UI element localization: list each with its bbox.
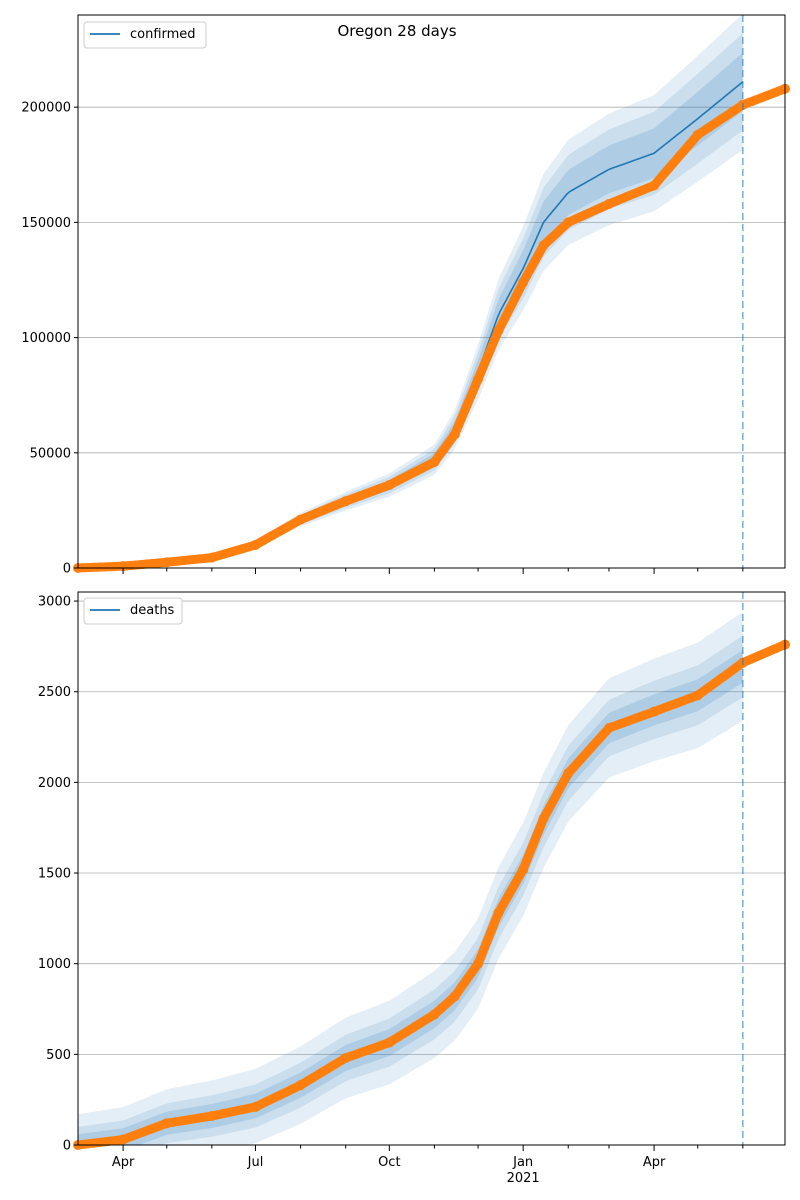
- y-tick-label: 100000: [21, 331, 71, 346]
- band-95: [78, 611, 743, 1145]
- observed-point: [603, 722, 614, 733]
- observed-point: [250, 1101, 261, 1112]
- y-tick-label: 3000: [38, 595, 71, 610]
- legend-label: confirmed: [130, 27, 196, 42]
- observed-point: [518, 864, 529, 875]
- observed-point: [493, 907, 504, 918]
- observed-point: [161, 1118, 172, 1129]
- y-tick-label: 200000: [21, 101, 71, 116]
- observed-point: [649, 706, 660, 717]
- x-tick-label: Apr: [643, 1155, 666, 1170]
- observed-point: [493, 325, 504, 336]
- legend-confirmed: confirmed: [83, 21, 207, 49]
- observed-point: [473, 958, 484, 969]
- y-tick-label: 1500: [38, 867, 71, 882]
- y-tick-label: 500: [46, 1048, 71, 1063]
- observed-point: [538, 813, 549, 824]
- legend-box: [83, 597, 183, 625]
- observed-point: [206, 552, 217, 563]
- observed-point: [206, 1110, 217, 1121]
- axes-frame: [77, 14, 786, 569]
- x-year-label: 2021: [507, 1171, 540, 1186]
- observed-point: [692, 690, 703, 701]
- observed-point: [563, 768, 574, 779]
- observed-point: [449, 429, 460, 440]
- legend-label: deaths: [130, 603, 175, 618]
- observed-point: [295, 1080, 306, 1091]
- x-tick-label: Apr: [112, 1155, 135, 1170]
- y-tick-label: 50000: [30, 446, 71, 461]
- observed-point: [429, 457, 440, 468]
- band-50: [78, 52, 743, 568]
- legend-box: [83, 21, 207, 49]
- observed-point: [473, 374, 484, 385]
- observed-point: [384, 480, 395, 491]
- y-tick-label: 0: [63, 1139, 71, 1154]
- band-80: [78, 33, 743, 568]
- observed-point: [384, 1037, 395, 1048]
- band-95: [78, 15, 743, 568]
- observed-point: [250, 539, 261, 550]
- x-tick-label: Jul: [247, 1155, 264, 1170]
- deaths-panel: 0 500 1000 1500 2000 2500 3000 Apr Jul Oct Jan2021…: [38, 591, 790, 1186]
- band-50: [78, 650, 743, 1145]
- y-tick-label: 0: [63, 562, 71, 577]
- observed-point: [518, 277, 529, 288]
- y-tick-label: 150000: [21, 216, 71, 231]
- y-tick-label: 2500: [38, 685, 71, 700]
- observed-point: [118, 561, 129, 572]
- observed-point: [340, 496, 351, 507]
- observed-point: [692, 129, 703, 140]
- observed-point: [563, 217, 574, 228]
- chart-title: Oregon 28 days: [337, 22, 456, 40]
- observed-point: [340, 1052, 351, 1063]
- observed-point: [538, 240, 549, 251]
- y-tick-label: 2000: [38, 776, 71, 791]
- axes-frame: [77, 591, 786, 1146]
- observed-point: [449, 991, 460, 1002]
- observed-point: [603, 198, 614, 209]
- confirmed-panel: 0 50000 100000 150000 200000: [21, 14, 790, 577]
- x-tick-label: Jan: [512, 1155, 533, 1170]
- observed-point: [161, 557, 172, 568]
- observed-point: [429, 1009, 440, 1020]
- observed-point: [118, 1134, 129, 1145]
- legend-deaths: deaths: [83, 597, 183, 625]
- x-tick-label: Oct: [378, 1155, 400, 1170]
- observed-point: [649, 180, 660, 191]
- observed-point: [295, 514, 306, 525]
- y-tick-label: 1000: [38, 957, 71, 972]
